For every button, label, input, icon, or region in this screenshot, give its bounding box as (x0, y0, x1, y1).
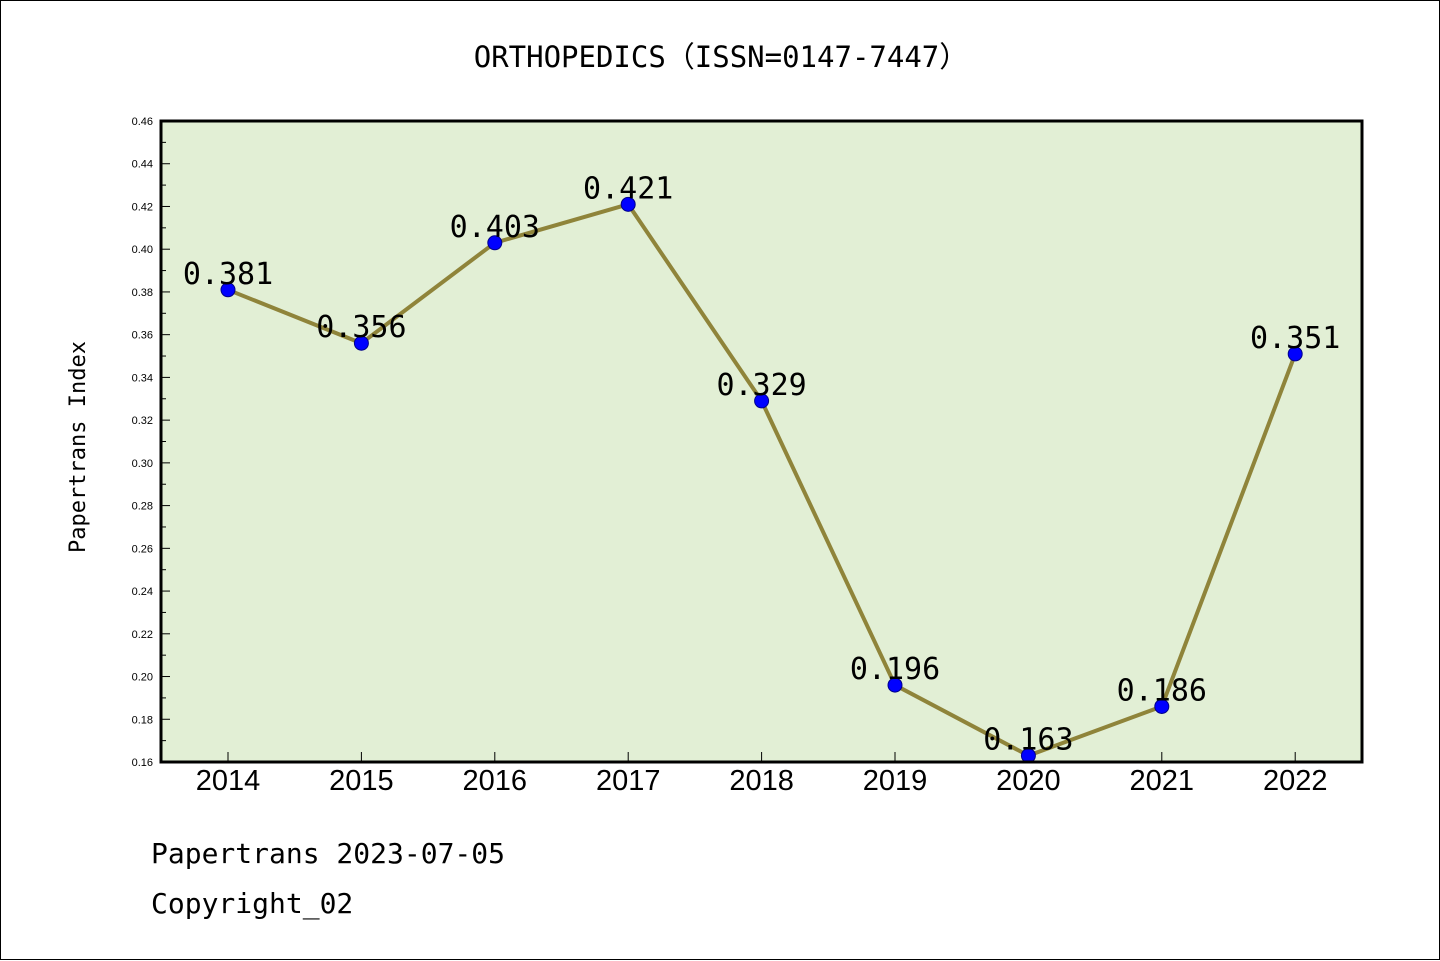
x-tick-label: 2022 (1263, 765, 1328, 797)
source-date-text: Papertrans 2023-07-05 (151, 837, 506, 870)
y-tick-label: 0.36 (132, 330, 153, 342)
y-axis-label: Papertrans Index (66, 341, 91, 553)
x-axis-ticks: 2014 2015 2016 2017 2018 2019 2020 2021 2022 (196, 752, 1328, 797)
data-point (353, 335, 369, 351)
y-tick-label: 0.32 (132, 415, 153, 427)
y-tick-label: 0.18 (132, 714, 153, 726)
plot-area (161, 121, 1362, 762)
y-tick-label: 0.34 (132, 372, 153, 384)
x-tick-label: 2018 (729, 765, 794, 797)
x-tick-label: 2021 (1130, 765, 1195, 797)
y-tick-label: 0.22 (132, 629, 153, 641)
y-tick-label: 0.26 (132, 543, 153, 555)
plot-border (159, 119, 1364, 764)
data-label: 0.186 (1117, 673, 1207, 708)
data-label: 0.356 (316, 310, 406, 345)
y-tick-label: 0.44 (132, 159, 153, 171)
y-tick-label: 0.20 (132, 672, 153, 684)
data-point (620, 196, 636, 212)
x-tick-label: 2015 (329, 765, 394, 797)
y-tick-label: 0.30 (132, 458, 153, 470)
x-tick-label: 2016 (463, 765, 528, 797)
data-label: 0.381 (183, 257, 273, 292)
x-tick-label: 2017 (596, 765, 661, 797)
y-tick-label: 0.40 (132, 244, 153, 256)
copyright-text: Copyright_02 (151, 887, 354, 920)
data-point (887, 677, 903, 693)
y-tick-label: 0.38 (132, 287, 153, 299)
data-point (1287, 346, 1303, 362)
data-point (487, 235, 503, 251)
y-tick-label: 0.46 (132, 116, 153, 128)
x-tick-label: 2020 (996, 765, 1061, 797)
data-point (754, 393, 770, 409)
y-tick-label: 0.16 (132, 757, 153, 769)
data-label: 0.196 (850, 652, 940, 687)
data-label: 0.163 (983, 723, 1073, 758)
y-axis-ticks: 0.16 0.18 0.20 0.22 0.24 0.26 0.28 0.30 0.32 0.34… (132, 116, 170, 769)
data-point (1154, 698, 1170, 714)
x-tick-label: 2014 (196, 765, 261, 797)
y-tick-label: 0.42 (132, 201, 153, 213)
data-label: 0.351 (1250, 321, 1340, 356)
data-label: 0.329 (716, 368, 806, 403)
chart-title: ORTHOPEDICS（ISSN=0147-7447） (474, 40, 969, 74)
data-label: 0.421 (583, 171, 673, 206)
data-point (220, 282, 236, 298)
x-tick-label: 2019 (863, 765, 928, 797)
y-tick-label: 0.28 (132, 501, 153, 513)
data-series: 0.381 0.356 0.403 0.421 0.329 0.196 0.163 0.186… (183, 171, 1340, 764)
data-label: 0.403 (450, 210, 540, 245)
y-tick-label: 0.24 (132, 586, 153, 598)
